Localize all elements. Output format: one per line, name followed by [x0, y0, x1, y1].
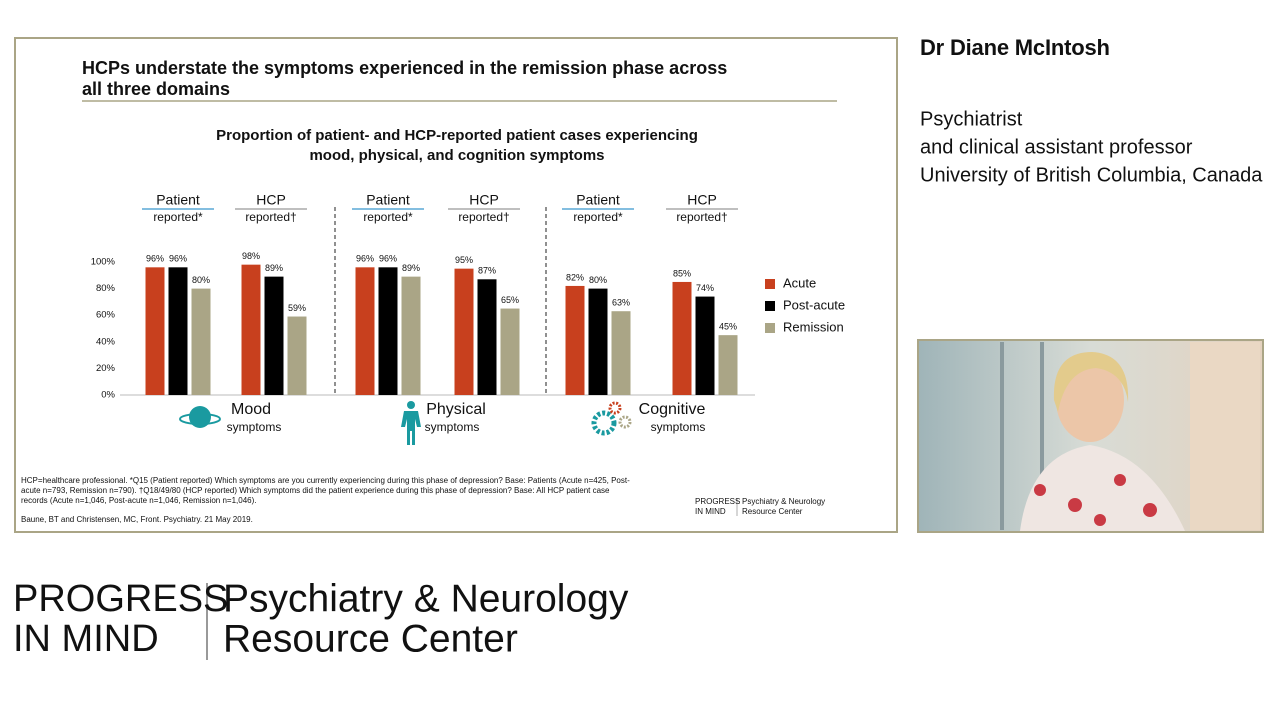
- bar: [241, 264, 261, 395]
- value-label: 98%: [242, 251, 260, 261]
- value-label: 63%: [612, 298, 630, 308]
- y-tick-label: 0%: [101, 390, 115, 401]
- speaker-role: and clinical assistant professor: [920, 136, 1193, 158]
- mood-icon: [189, 406, 211, 428]
- y-tick-label: 80%: [96, 283, 116, 294]
- group-label: Patient: [156, 192, 200, 208]
- chart-title: Proportion of patient- and HCP-reported …: [216, 127, 698, 144]
- value-label: 80%: [589, 275, 607, 285]
- value-label: 80%: [192, 275, 210, 285]
- group-label: HCP: [256, 192, 286, 208]
- cog-icon-small: [608, 401, 622, 415]
- group-label: Patient: [576, 192, 620, 208]
- legend-swatch: [765, 301, 775, 311]
- domain-sub: symptoms: [651, 420, 706, 434]
- brand-name: Psychiatry & Neurology: [223, 577, 629, 620]
- bar: [565, 285, 585, 395]
- bar: [718, 335, 738, 395]
- value-label: 74%: [696, 283, 714, 293]
- value-label: 89%: [265, 263, 283, 273]
- legend-swatch: [765, 279, 775, 289]
- group-label: HCP: [469, 192, 499, 208]
- domain-label: Cognitive: [639, 401, 706, 418]
- speaker-role: Psychiatrist: [920, 108, 1023, 130]
- citation: Baune, BT and Christensen, MC, Front. Ps…: [21, 515, 253, 524]
- y-tick-label: 40%: [96, 336, 116, 347]
- domain-sub: symptoms: [425, 420, 480, 434]
- video-feed: [917, 339, 1264, 533]
- group-note: reported*: [573, 210, 623, 224]
- group-note: reported*: [363, 210, 413, 224]
- value-label: 96%: [169, 254, 187, 264]
- speaker-role: University of British Columbia, Canada: [920, 164, 1263, 186]
- cog-icon: [591, 410, 617, 436]
- bar: [500, 308, 520, 395]
- logo-text: IN MIND: [695, 507, 726, 516]
- legend-label: Post-acute: [783, 297, 845, 312]
- bar: [145, 267, 165, 395]
- value-label: 85%: [673, 268, 691, 278]
- mood-icon-ring: [179, 413, 221, 425]
- logo-text: Resource Center: [742, 507, 803, 516]
- bar: [191, 288, 211, 395]
- slide-title: all three domains: [82, 79, 230, 99]
- bar: [672, 281, 692, 395]
- group-label: HCP: [687, 192, 717, 208]
- group-note: reported*: [153, 210, 203, 224]
- physical-icon-head: [407, 401, 415, 409]
- bar: [287, 316, 307, 395]
- y-tick-label: 20%: [96, 363, 116, 374]
- footnote: records (Acute n=1,046, Post-acute n=1,0…: [21, 496, 256, 505]
- value-label: 82%: [566, 272, 584, 282]
- y-tick-label: 60%: [96, 310, 116, 321]
- brand-logo: IN MIND: [13, 618, 159, 660]
- chart-title: mood, physical, and cognition symptoms: [309, 147, 604, 164]
- cog-icon-small: [618, 415, 632, 429]
- brand-name: Resource Center: [223, 617, 518, 660]
- value-label: 59%: [288, 303, 306, 313]
- group-note: reported†: [458, 210, 509, 224]
- brand-logo: PROGRESS: [13, 578, 228, 620]
- bar: [401, 276, 421, 395]
- physical-icon-body: [401, 411, 421, 445]
- legend-label: Remission: [783, 319, 844, 334]
- bar: [264, 276, 284, 395]
- value-label: 96%: [379, 254, 397, 264]
- domain-label: Mood: [231, 401, 271, 418]
- bar: [695, 296, 715, 395]
- group-label: Patient: [366, 192, 410, 208]
- logo-text: PROGRESS: [695, 497, 740, 506]
- bar: [611, 311, 631, 395]
- bar: [168, 267, 188, 395]
- bar: [378, 267, 398, 395]
- speaker-name: Dr Diane McIntosh: [920, 35, 1110, 60]
- bar: [477, 279, 497, 395]
- value-label: 89%: [402, 263, 420, 273]
- group-note: reported†: [245, 210, 296, 224]
- value-label: 96%: [356, 254, 374, 264]
- value-label: 45%: [719, 322, 737, 332]
- value-label: 96%: [146, 254, 164, 264]
- legend-label: Acute: [783, 275, 816, 290]
- footnote: HCP=healthcare professional. *Q15 (Patie…: [21, 476, 630, 485]
- value-label: 87%: [478, 266, 496, 276]
- domain-sub: symptoms: [227, 420, 282, 434]
- slide-title: HCPs understate the symptoms experienced…: [82, 58, 727, 78]
- bar: [355, 267, 375, 395]
- bar: [588, 288, 608, 395]
- value-label: 65%: [501, 295, 519, 305]
- bar: [454, 268, 474, 395]
- footnote: acute n=793, Remission n=790). †Q18/49/8…: [21, 486, 610, 495]
- group-note: reported†: [676, 210, 727, 224]
- logo-text: Psychiatry & Neurology: [742, 497, 825, 506]
- legend-swatch: [765, 323, 775, 333]
- domain-label: Physical: [426, 401, 486, 418]
- value-label: 95%: [455, 255, 473, 265]
- y-tick-label: 100%: [91, 257, 116, 268]
